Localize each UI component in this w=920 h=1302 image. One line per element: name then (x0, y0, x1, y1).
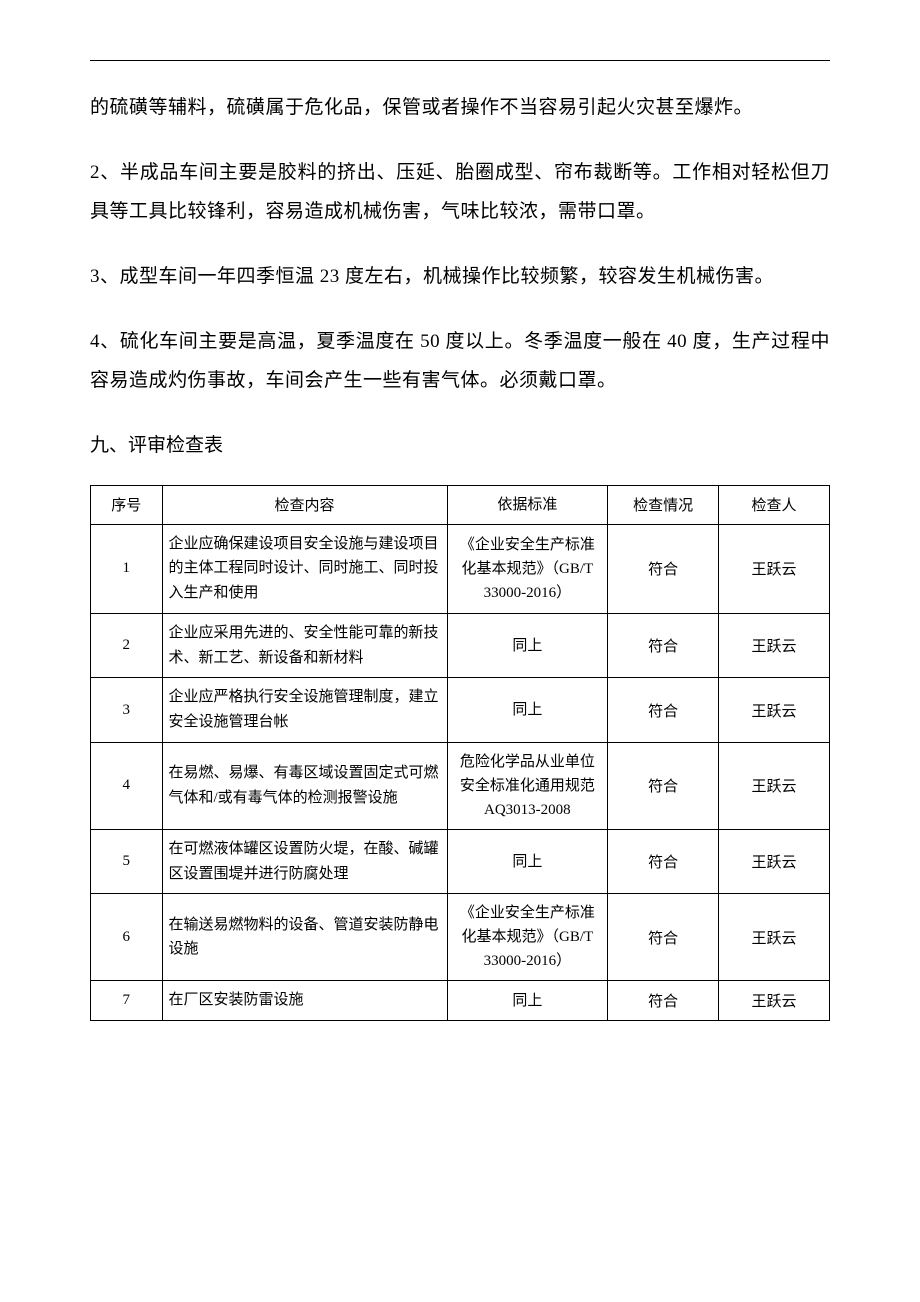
table-row: 2 企业应采用先进的、安全性能可靠的新技术、新工艺、新设备和新材料 同上 符合 … (91, 613, 830, 678)
cell-basis: 危险化学品从业单位安全标准化通用规范AQ3013-2008 (447, 742, 608, 829)
cell-seq: 2 (91, 613, 163, 678)
header-rule (90, 60, 830, 61)
cell-status: 符合 (608, 742, 719, 829)
cell-item: 在厂区安装防雷设施 (162, 981, 447, 1021)
paragraph-2: 3、成型车间一年四季恒温 23 度左右，机械操作比较频繁，较容发生机械伤害。 (90, 258, 830, 297)
cell-basis: 《企业安全生产标准化基本规范》（GB/T 33000-2016） (447, 894, 608, 981)
cell-item: 企业应严格执行安全设施管理制度，建立安全设施管理台帐 (162, 678, 447, 743)
cell-inspector: 王跃云 (719, 981, 830, 1021)
cell-basis: 同上 (447, 981, 608, 1021)
cell-inspector: 王跃云 (719, 613, 830, 678)
cell-item: 企业应确保建设项目安全设施与建设项目的主体工程同时设计、同时施工、同时投入生产和… (162, 524, 447, 613)
paragraph-3: 4、硫化车间主要是高温，夏季温度在 50 度以上。冬季温度一般在 40 度，生产… (90, 323, 830, 401)
cell-basis: 《企业安全生产标准化基本规范》（GB/T 33000-2016） (447, 524, 608, 613)
cell-basis: 同上 (447, 613, 608, 678)
cell-inspector: 王跃云 (719, 524, 830, 613)
cell-status: 符合 (608, 524, 719, 613)
th-status: 检查情况 (608, 485, 719, 524)
section-heading-9: 九、评审检查表 (90, 427, 830, 465)
cell-item: 在可燃液体罐区设置防火堤，在酸、碱罐区设置围堤并进行防腐处理 (162, 829, 447, 894)
th-item: 检查内容 (162, 485, 447, 524)
cell-status: 符合 (608, 981, 719, 1021)
cell-inspector: 王跃云 (719, 829, 830, 894)
cell-inspector: 王跃云 (719, 742, 830, 829)
cell-seq: 3 (91, 678, 163, 743)
cell-inspector: 王跃云 (719, 678, 830, 743)
paragraph-0: 的硫磺等辅料，硫磺属于危化品，保管或者操作不当容易引起火灾甚至爆炸。 (90, 89, 830, 128)
cell-seq: 1 (91, 524, 163, 613)
cell-status: 符合 (608, 894, 719, 981)
table-header-row: 序号 检查内容 依据标准 检查情况 检查人 (91, 485, 830, 524)
cell-basis: 同上 (447, 829, 608, 894)
cell-item: 在输送易燃物料的设备、管道安装防静电设施 (162, 894, 447, 981)
table-row: 6 在输送易燃物料的设备、管道安装防静电设施 《企业安全生产标准化基本规范》（G… (91, 894, 830, 981)
cell-seq: 7 (91, 981, 163, 1021)
table-row: 4 在易燃、易爆、有毒区域设置固定式可燃气体和/或有毒气体的检测报警设施 危险化… (91, 742, 830, 829)
table-row: 7 在厂区安装防雷设施 同上 符合 王跃云 (91, 981, 830, 1021)
th-inspector: 检查人 (719, 485, 830, 524)
cell-status: 符合 (608, 678, 719, 743)
cell-seq: 5 (91, 829, 163, 894)
th-basis: 依据标准 (447, 485, 608, 524)
paragraph-1: 2、半成品车间主要是胶料的挤出、压延、胎圈成型、帘布裁断等。工作相对轻松但刀具等… (90, 154, 830, 232)
th-seq: 序号 (91, 485, 163, 524)
cell-seq: 4 (91, 742, 163, 829)
cell-item: 企业应采用先进的、安全性能可靠的新技术、新工艺、新设备和新材料 (162, 613, 447, 678)
cell-item: 在易燃、易爆、有毒区域设置固定式可燃气体和/或有毒气体的检测报警设施 (162, 742, 447, 829)
table-row: 1 企业应确保建设项目安全设施与建设项目的主体工程同时设计、同时施工、同时投入生… (91, 524, 830, 613)
document-page: 的硫磺等辅料，硫磺属于危化品，保管或者操作不当容易引起火灾甚至爆炸。 2、半成品… (0, 0, 920, 1302)
cell-status: 符合 (608, 613, 719, 678)
table-body: 1 企业应确保建设项目安全设施与建设项目的主体工程同时设计、同时施工、同时投入生… (91, 524, 830, 1021)
cell-seq: 6 (91, 894, 163, 981)
cell-status: 符合 (608, 829, 719, 894)
table-row: 5 在可燃液体罐区设置防火堤，在酸、碱罐区设置围堤并进行防腐处理 同上 符合 王… (91, 829, 830, 894)
cell-inspector: 王跃云 (719, 894, 830, 981)
table-row: 3 企业应严格执行安全设施管理制度，建立安全设施管理台帐 同上 符合 王跃云 (91, 678, 830, 743)
audit-table: 序号 检查内容 依据标准 检查情况 检查人 1 企业应确保建设项目安全设施与建设… (90, 485, 830, 1022)
cell-basis: 同上 (447, 678, 608, 743)
